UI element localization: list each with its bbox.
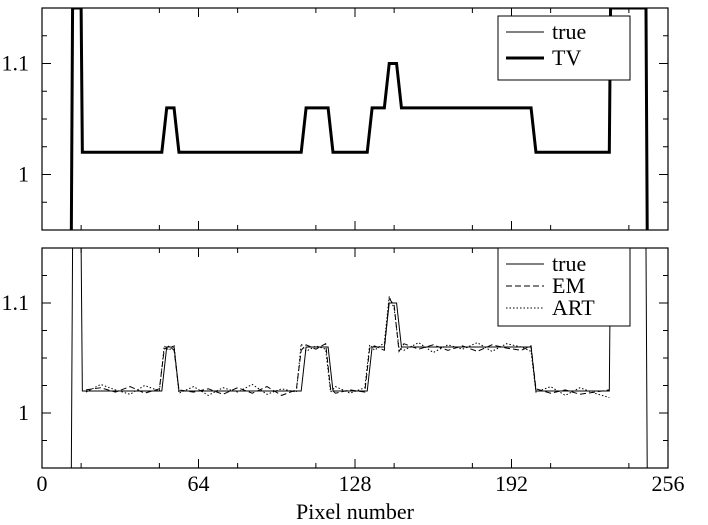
x-tick-label: 192	[495, 471, 528, 496]
y-tick-label: 1.1	[2, 290, 30, 315]
series-tv-line	[69, 8, 649, 230]
x-tick-label: 128	[339, 471, 372, 496]
legend-box	[497, 15, 631, 81]
x-tick-label: 256	[652, 471, 685, 496]
series-true-line	[70, 248, 648, 468]
legend-label-true: true	[552, 19, 586, 44]
series-em-line	[85, 297, 610, 396]
legend-box	[497, 247, 631, 327]
y-tick-label: 1	[18, 162, 29, 187]
legend-label-em: EM	[552, 273, 585, 298]
x-tick-label: 64	[188, 471, 210, 496]
legend-label-true: true	[552, 251, 586, 276]
x-axis-label: Pixel number	[296, 499, 415, 524]
legend-label-tv: TV	[552, 45, 581, 70]
legend-label-art: ART	[552, 295, 595, 320]
x-tick-label: 0	[37, 471, 48, 496]
y-tick-label: 1	[18, 400, 29, 425]
y-tick-label: 1.1	[2, 51, 30, 76]
series-art-line	[85, 296, 610, 399]
